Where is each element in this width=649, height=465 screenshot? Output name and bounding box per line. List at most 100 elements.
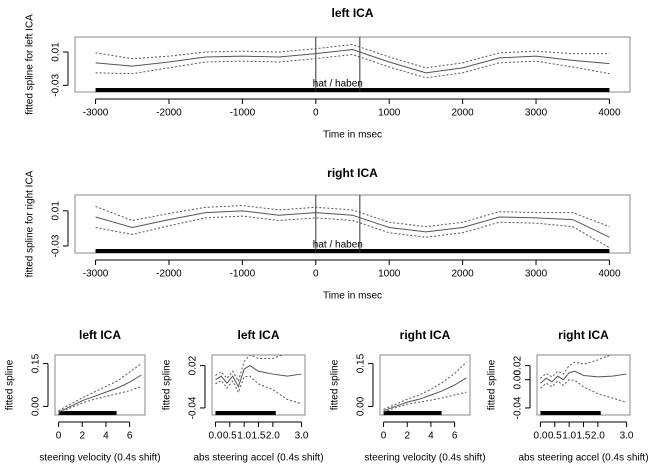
chart-title: left ICA <box>79 328 121 342</box>
x-tick-label: -3000 <box>83 108 109 119</box>
y-tick-label: 0.00 <box>356 396 367 416</box>
spline-line <box>95 205 610 228</box>
spline-line <box>540 370 627 384</box>
plot-frame <box>211 354 306 416</box>
x-tick-label: 1.5 <box>577 431 591 442</box>
y-axis-label: fitted spline <box>5 359 16 410</box>
x-tick-label: 3000 <box>525 269 548 280</box>
x-tick-label: 0 <box>313 269 319 280</box>
y-tick-label: -0.04 <box>513 396 524 419</box>
y-tick-label: 0.00 <box>31 396 42 416</box>
x-tick-label: 2 <box>404 431 410 442</box>
y-tick-label: 0.01 <box>51 42 62 62</box>
x-tick-label: 0 <box>56 431 62 442</box>
x-tick-label: 2.0 <box>266 431 280 442</box>
y-tick-label: 0.00 <box>513 370 524 390</box>
spline-line <box>58 363 142 412</box>
spline-line <box>215 375 302 405</box>
plot-area <box>95 37 610 92</box>
x-tick-label: 0.0 <box>208 431 222 442</box>
x-tick-label: 0.5 <box>548 431 562 442</box>
x-tick-label: 3000 <box>525 108 548 119</box>
plot-area <box>95 195 610 253</box>
x-tick-label: 2000 <box>451 108 474 119</box>
spline-line <box>540 379 627 403</box>
y-tick-label: -0.03 <box>51 234 62 257</box>
x-axis-label: abs steering accel (0.4s shift) <box>518 453 648 464</box>
x-tick-label: 4000 <box>598 108 621 119</box>
spline-line <box>95 48 610 74</box>
x-tick-label: -2000 <box>156 269 182 280</box>
panel: right ICA -3000 -2000 -1000 0 1000 2000 3000 400… <box>25 166 631 302</box>
x-tick-label: 0 <box>313 108 319 119</box>
panel: right ICA 0 2 4 6 steering velocity (0.4s shi… <box>330 328 486 463</box>
y-tick-label: 0.02 <box>188 355 199 375</box>
spline-line <box>383 361 467 410</box>
chart-title: right ICA <box>327 166 378 180</box>
x-tick-label: 1.0 <box>237 431 251 442</box>
spline-line <box>383 391 467 413</box>
x-tick-label: 4 <box>103 431 109 442</box>
x-tick-label: 0 <box>381 431 387 442</box>
x-tick-label: -1000 <box>230 269 256 280</box>
x-axis-label: Time in msec <box>323 291 382 302</box>
plot-frame <box>54 354 146 416</box>
y-axis-label: fitted spline <box>162 359 173 410</box>
spline-line <box>58 374 142 413</box>
x-axis-label: steering velocity (0.4s shift) <box>39 453 160 464</box>
annotation: hat / haben <box>313 240 363 251</box>
plot-frame <box>379 354 471 416</box>
panel: left ICA -3000 -2000 -1000 0 1000 2000 3000 4000… <box>25 6 631 141</box>
y-tick-label: -0.03 <box>51 74 62 97</box>
spline-line <box>383 377 467 412</box>
x-axis-label: abs steering accel (0.4s shift) <box>193 453 323 464</box>
x-tick-label: 6 <box>127 431 133 442</box>
spline-line <box>215 355 284 383</box>
x-axis-label: Time in msec <box>323 130 382 141</box>
spline-line <box>95 53 610 79</box>
spline-line <box>540 355 612 379</box>
x-tick-label: 6 <box>452 431 458 442</box>
x-tick-label: -1000 <box>230 108 256 119</box>
y-tick-label: -0.04 <box>188 396 199 419</box>
spline-line <box>95 210 610 238</box>
x-tick-label: 4 <box>428 431 434 442</box>
plot-area <box>58 363 142 415</box>
plot-area <box>540 355 627 415</box>
panel: left ICA 0.0 0.5 1.0 1.5 2.0 3.0 abs steering a… <box>162 328 324 463</box>
y-axis-label: fitted spline for right ICA <box>25 170 36 277</box>
x-tick-label: 3.0 <box>620 431 634 442</box>
y-axis-label: fitted spline for left ICA <box>25 14 36 115</box>
plot-frame <box>536 354 631 416</box>
spline-line <box>215 364 302 389</box>
y-tick-label: 0.02 <box>513 355 524 375</box>
x-tick-label: -3000 <box>83 269 109 280</box>
y-tick-label: 0.15 <box>356 353 367 373</box>
plot-area <box>215 355 302 415</box>
annotation: hat / haben <box>313 79 363 90</box>
plot-area <box>383 361 467 415</box>
x-tick-label: 1.5 <box>252 431 266 442</box>
chart-title: right ICA <box>558 328 609 342</box>
x-tick-label: -2000 <box>156 108 182 119</box>
chart-title: left ICA <box>332 6 374 20</box>
y-axis-label: fitted spline <box>330 359 341 410</box>
chart-title: right ICA <box>400 328 451 342</box>
x-tick-label: 3.0 <box>295 431 309 442</box>
y-tick-label: 0.01 <box>51 201 62 221</box>
x-tick-label: 4000 <box>598 269 621 280</box>
x-tick-label: 0.0 <box>533 431 547 442</box>
y-tick-label: 0.15 <box>31 353 42 373</box>
x-tick-label: 1000 <box>378 269 401 280</box>
x-tick-label: 2.0 <box>591 431 605 442</box>
spline-line <box>58 385 142 415</box>
x-axis-label: steering velocity (0.4s shift) <box>364 453 485 464</box>
chart-title: left ICA <box>238 328 280 342</box>
x-tick-label: 1000 <box>378 108 401 119</box>
x-tick-label: 0.5 <box>223 431 237 442</box>
y-axis-label: fitted spline <box>487 359 498 410</box>
x-tick-label: 2 <box>79 431 85 442</box>
x-tick-label: 2000 <box>451 269 474 280</box>
x-tick-label: 1.0 <box>562 431 576 442</box>
